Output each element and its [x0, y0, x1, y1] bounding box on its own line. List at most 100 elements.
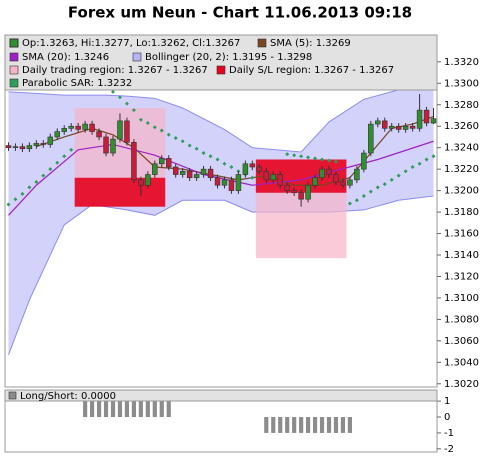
bar: [285, 417, 290, 433]
sar-dot: [361, 193, 366, 198]
bollinger-upper: [8, 84, 434, 153]
sar-dot: [138, 117, 143, 122]
y-tick-label: 1.3220: [444, 164, 479, 175]
region-box: [74, 177, 166, 207]
candle-body: [124, 120, 130, 143]
candle-body: [152, 163, 158, 175]
y-tick-label: 1.3020: [444, 379, 479, 390]
legend-label: Long/Short: 0.0000: [20, 391, 116, 402]
sar-dot: [313, 156, 318, 161]
sar-dot: [403, 169, 408, 174]
candle-body: [131, 142, 137, 181]
y-tick-label: 1.3100: [444, 293, 479, 304]
candle-body: [298, 192, 304, 200]
candle-body: [284, 184, 290, 191]
candle-body: [430, 118, 437, 124]
candle-body: [89, 123, 95, 132]
sar-dot: [306, 155, 311, 160]
candle-body: [333, 174, 339, 183]
sar-dot: [41, 173, 46, 178]
legend-box: [4, 389, 438, 402]
sar-dot: [124, 101, 129, 106]
sar-dot: [382, 182, 387, 187]
sar-dot: [194, 146, 199, 151]
candle-body: [82, 123, 88, 130]
bar: [306, 417, 311, 433]
sar-dot: [250, 175, 255, 180]
candle-body: [200, 168, 207, 175]
candle-body: [395, 125, 402, 130]
y-tick-label: 1.3120: [444, 271, 479, 282]
legend-label: SMA (5): 1.3269: [270, 38, 351, 49]
sar-dot: [55, 160, 60, 165]
candle-body: [40, 143, 47, 145]
sar-dot: [166, 132, 171, 137]
sar-dot: [299, 154, 304, 159]
sar-dot: [187, 143, 192, 148]
sar-dot: [62, 154, 67, 159]
sar-dot: [20, 191, 25, 196]
bar: [83, 401, 88, 418]
candle-body: [319, 168, 325, 179]
candle-body: [270, 174, 276, 181]
bar: [124, 401, 130, 418]
candle-body: [354, 168, 360, 181]
candle-body: [103, 136, 109, 154]
sar-dot: [354, 198, 359, 203]
candle-body: [242, 163, 249, 175]
candle-body: [110, 138, 116, 154]
candle-body: [402, 125, 409, 130]
candle-body: [277, 174, 283, 186]
candle-body: [291, 190, 297, 194]
sar-dot: [285, 152, 290, 157]
legend-swatch: [9, 65, 19, 75]
sar-dot: [159, 128, 164, 133]
y-tick-label: -1: [444, 428, 454, 439]
sar-dot: [333, 159, 338, 164]
bar: [319, 417, 325, 433]
candle-body: [33, 143, 40, 146]
candle-body: [326, 168, 332, 175]
candle-body: [305, 184, 311, 200]
bar: [312, 417, 318, 433]
bar: [340, 417, 346, 433]
bar: [145, 401, 150, 418]
candle-body: [186, 170, 193, 179]
legend-label: Daily trading region: 1.3267 - 1.3267: [22, 65, 208, 76]
y-tick-label: 1.3080: [444, 314, 479, 325]
candle-body: [221, 179, 228, 186]
candle-body: [416, 109, 423, 129]
bar: [103, 401, 109, 418]
candle-body: [179, 170, 186, 175]
candle-body: [228, 179, 235, 191]
y-tick-label: 1.3040: [444, 357, 479, 368]
bar: [131, 401, 136, 418]
y-tick-label: 1.3160: [444, 229, 479, 240]
bar: [347, 417, 352, 433]
legend-label: SMA (20): 1.3246: [22, 52, 109, 63]
sar-dot: [208, 154, 213, 159]
legend-swatch: [216, 65, 226, 75]
sar-dot: [320, 157, 325, 162]
sar-dot: [13, 197, 18, 202]
legend-swatch: [132, 52, 142, 62]
chart-title: Forex um Neun - Chart 11.06.2013 09:18: [68, 4, 412, 22]
y-tick-label: 1.3280: [444, 100, 479, 111]
sar-dot: [417, 161, 422, 166]
candle-body: [263, 170, 270, 181]
y-tick-label: 1.3180: [444, 207, 479, 218]
candle-body: [312, 177, 318, 186]
candle-body: [409, 125, 416, 129]
bar: [326, 417, 332, 433]
bar: [333, 417, 339, 433]
legend-swatch: [9, 38, 19, 48]
candle-body: [368, 123, 374, 154]
sar-dot: [27, 185, 32, 190]
candle-body: [235, 174, 242, 191]
sar-dot: [229, 165, 234, 169]
candle-body: [5, 145, 12, 148]
candle-body: [75, 125, 81, 130]
y-tick-label: 1.3060: [444, 336, 479, 347]
y-tick-label: -2: [444, 444, 454, 455]
